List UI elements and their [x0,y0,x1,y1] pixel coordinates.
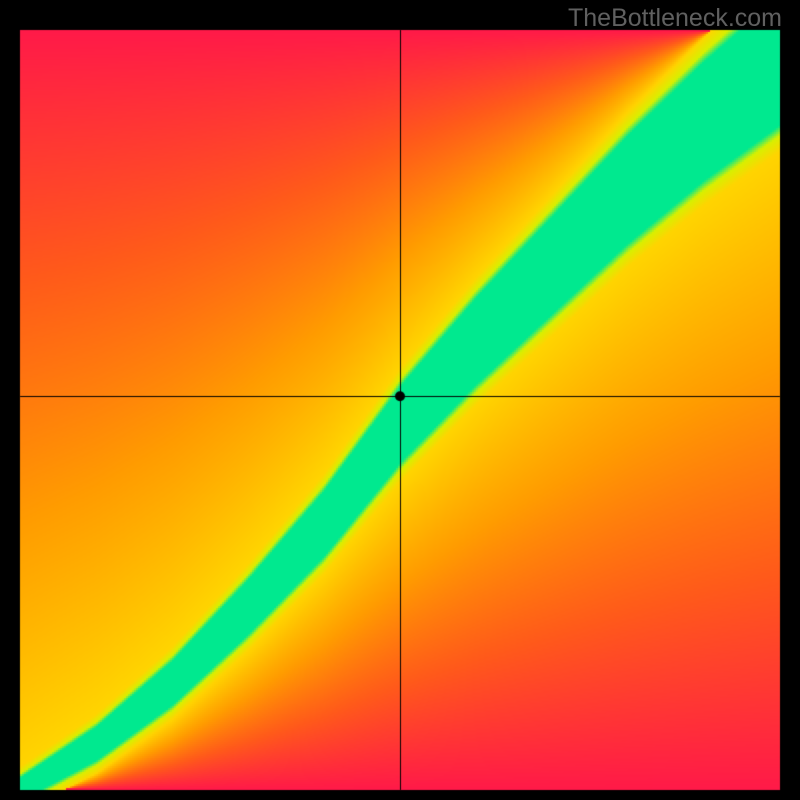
overlay-canvas [0,0,800,800]
watermark-text: TheBottleneck.com [568,4,782,33]
chart-container: TheBottleneck.com [0,0,800,800]
